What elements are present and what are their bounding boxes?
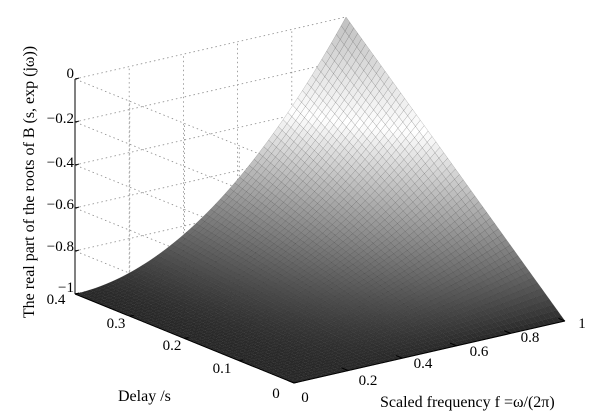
y-tick-label: 0.1 [213, 361, 232, 377]
x-tick-mark [504, 330, 511, 334]
z-tick-mark [74, 77, 80, 80]
z-tick-label: −0.2 [47, 111, 74, 127]
surface [74, 16, 566, 384]
back-wall-grid-line [74, 145, 347, 209]
left-wall-grid-line [74, 121, 295, 212]
z-tick-mark [74, 292, 80, 295]
y-tick-mark [293, 381, 299, 384]
x-tick-label: 0.8 [521, 330, 540, 346]
z-tick-label: −1 [58, 280, 74, 296]
x-tick-label: 0.6 [470, 344, 489, 360]
z-tick-mark [74, 249, 80, 252]
z-tick-mark [74, 163, 80, 166]
y-axis-label: Delay /s [118, 388, 171, 405]
y-tick-labels: 0.4 0.3 0.2 0.1 0 [47, 292, 280, 402]
y-tick-label: 0 [272, 386, 280, 402]
x-tick-mark [449, 342, 457, 347]
z-tick-mark [74, 206, 80, 209]
x-tick-mark [395, 355, 403, 359]
z-tick-labels: 0 −0.2 −0.4 −0.6 −0.8 −1 [47, 66, 75, 296]
back-wall-grid-line [74, 16, 347, 80]
left-wall-grid-line [74, 164, 295, 255]
x-tick-label: 1 [578, 316, 586, 332]
x-axis-line [293, 320, 566, 384]
x-tick-labels: 0 0.2 0.4 0.6 0.8 1 [301, 316, 586, 406]
z-tick-label: −0.4 [47, 155, 75, 171]
surface-facet [341, 16, 351, 32]
y-tick-label: 0.2 [163, 338, 182, 354]
back-wall-grid-line [74, 102, 347, 166]
x-tick-label: 0.2 [359, 373, 378, 389]
x-tick-label: 0.4 [414, 356, 433, 372]
z-tick-label: −0.8 [47, 239, 74, 255]
z-tick-mark [74, 120, 80, 123]
x-tick-mark [558, 317, 566, 322]
x-tick-mark [287, 379, 295, 384]
z-tick-label: 0 [67, 66, 75, 82]
back-wall-grid-line [74, 188, 347, 252]
y-tick-mark [129, 314, 134, 317]
z-axis-label: The real part of the roots of B (s, exp … [21, 46, 38, 318]
x-tick-label: 0 [301, 390, 309, 406]
x-tick-mark [341, 367, 349, 372]
back-wall-grid-line [74, 59, 347, 123]
z-tick-label: −0.6 [47, 197, 75, 213]
x-axis-label: Scaled frequency f =ω/(2π) [380, 394, 555, 411]
left-wall-grid-line [74, 78, 295, 169]
y-tick-label: 0.3 [107, 316, 126, 332]
y-tick-label: 0.4 [47, 292, 66, 308]
axes-layer [74, 77, 566, 384]
y-tick-mark [239, 359, 244, 362]
y-tick-mark [184, 337, 189, 339]
